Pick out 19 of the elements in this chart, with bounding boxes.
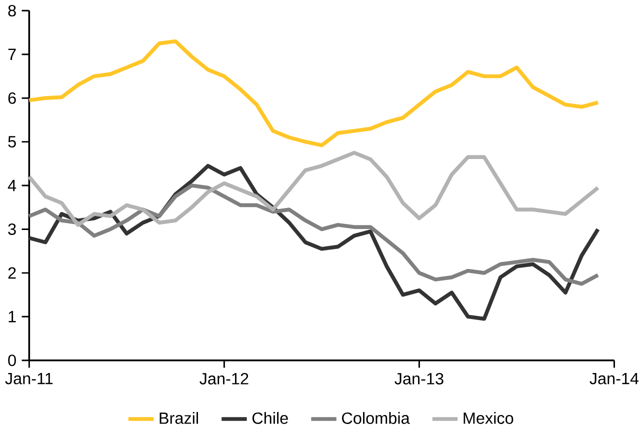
y-tick-label: 8: [8, 4, 16, 16]
y-tick-label: 0: [8, 354, 16, 366]
legend-label: Brazil: [160, 412, 198, 424]
y-tick-label: 5: [8, 136, 16, 148]
legend-label: Mexico: [464, 412, 514, 424]
x-tick-label: Jan-14: [590, 373, 639, 384]
y-tick-label: 7: [8, 48, 16, 60]
y-tick-label: 6: [8, 92, 16, 104]
x-tick-label: Jan-13: [394, 373, 444, 385]
line-series: [27, 184, 600, 286]
legend-label: Colombia: [342, 412, 410, 424]
y-tick-label: 1: [8, 311, 16, 322]
y-tick-label: 3: [8, 224, 16, 236]
legend-label: Chile: [252, 412, 288, 424]
y-tick-label: 4: [8, 180, 16, 192]
line-series: [27, 39, 600, 148]
x-tick-label: Jan-11: [5, 373, 53, 384]
y-tick-label: 2: [8, 267, 16, 279]
x-tick-label: Jan-12: [200, 373, 248, 385]
